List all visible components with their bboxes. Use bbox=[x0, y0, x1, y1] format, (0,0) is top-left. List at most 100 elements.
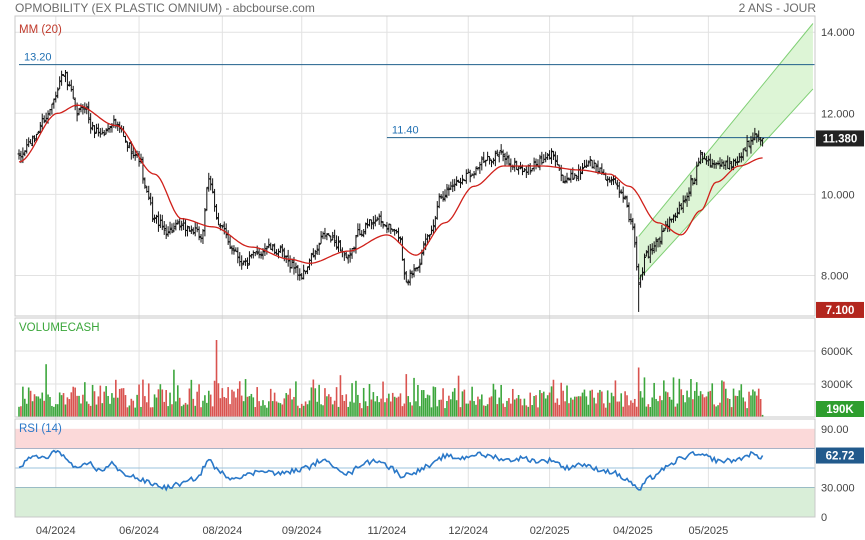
volume-bar bbox=[457, 375, 460, 417]
volume-bar bbox=[504, 406, 506, 417]
volume-bar bbox=[240, 395, 243, 417]
volume-bar bbox=[262, 400, 264, 417]
channel-upper-line bbox=[638, 23, 814, 237]
volume-bar bbox=[277, 402, 280, 417]
volume-bar bbox=[18, 406, 20, 417]
volume-bar bbox=[401, 406, 404, 417]
volume-bar bbox=[82, 394, 84, 417]
volume-bar bbox=[140, 406, 142, 417]
volume-bar bbox=[422, 390, 425, 417]
chart-labels: 13.20 11.40 14.000 12.000 10.000 8.000 6000K 30… bbox=[19, 24, 864, 537]
volume-bar bbox=[510, 403, 512, 417]
volume-bar bbox=[175, 401, 177, 417]
volume-bar bbox=[130, 398, 133, 417]
volume-bar bbox=[624, 391, 626, 417]
volume-bar bbox=[546, 395, 549, 417]
volume-bar bbox=[498, 397, 501, 417]
volume-bar bbox=[420, 390, 423, 417]
volume-bar bbox=[757, 388, 760, 417]
volume-bar bbox=[200, 407, 202, 417]
volume-bar bbox=[304, 401, 307, 417]
volume-bar bbox=[165, 390, 167, 417]
volume-bar bbox=[486, 404, 489, 417]
volume-bar bbox=[285, 393, 288, 417]
volume-bar bbox=[442, 388, 444, 417]
volume-bar bbox=[147, 383, 150, 417]
volume-bar bbox=[612, 396, 615, 417]
volume-bar bbox=[664, 391, 667, 417]
volume-bar bbox=[190, 379, 193, 417]
volume-bar bbox=[587, 404, 590, 417]
volume-bar bbox=[271, 401, 274, 417]
volume-bar bbox=[591, 389, 593, 417]
volume-bar bbox=[267, 401, 270, 417]
volume-bar bbox=[651, 397, 654, 417]
volume-bar bbox=[481, 394, 483, 417]
volume-bar bbox=[115, 379, 117, 417]
volume-bar bbox=[337, 406, 340, 417]
volume-bar bbox=[378, 402, 380, 417]
volume-bar bbox=[680, 389, 683, 417]
volume-bar bbox=[312, 379, 315, 417]
volume-bar bbox=[434, 387, 437, 417]
volume-bar bbox=[99, 385, 102, 417]
volume-bar bbox=[728, 398, 731, 417]
volume-bar bbox=[697, 395, 700, 417]
panel-frames bbox=[14, 15, 816, 518]
volume-bar bbox=[761, 414, 764, 417]
volume-bar bbox=[78, 395, 80, 417]
volume-bar bbox=[440, 399, 442, 417]
volume-badge-text: 190K bbox=[826, 404, 854, 416]
moving-average bbox=[18, 104, 763, 264]
x-tick: 12/2024 bbox=[448, 525, 488, 537]
volume-bar bbox=[655, 398, 657, 417]
volume-bar bbox=[755, 395, 758, 417]
volume-bar bbox=[717, 405, 719, 417]
volume-bar bbox=[376, 396, 379, 417]
rsi-overbought-zone bbox=[15, 428, 815, 449]
volume-bar bbox=[339, 375, 342, 417]
volume-bar bbox=[405, 374, 408, 417]
volume-bar bbox=[754, 391, 756, 417]
volume-bar bbox=[570, 397, 572, 417]
volume-bar bbox=[182, 404, 185, 417]
volume-bar bbox=[238, 381, 241, 417]
volume-bar bbox=[25, 403, 28, 417]
x-tick: 09/2024 bbox=[282, 525, 322, 537]
volume-bar bbox=[630, 400, 632, 417]
volume-bar bbox=[209, 394, 212, 417]
volume-bar bbox=[399, 393, 402, 417]
volume-bar bbox=[116, 397, 119, 417]
volume-bar bbox=[690, 378, 692, 417]
volume-badge: 190K bbox=[816, 401, 864, 417]
chart-title: OPMOBILITY (EX PLASTIC OMNIUM) - abcbour… bbox=[15, 1, 315, 15]
volume-bar bbox=[144, 396, 146, 417]
volume-bar bbox=[450, 399, 452, 417]
volume-bar bbox=[647, 404, 650, 417]
x-tick: 06/2024 bbox=[119, 525, 159, 537]
volume-bar bbox=[101, 403, 104, 417]
panel-frame bbox=[14, 317, 816, 418]
volume-bar bbox=[328, 394, 330, 417]
volume-bar bbox=[163, 401, 166, 417]
volume-bar bbox=[196, 391, 198, 417]
volume-bar bbox=[291, 399, 293, 417]
volume-bar bbox=[684, 402, 686, 417]
volume-bar bbox=[368, 383, 371, 417]
price-y-tick: 14.000 bbox=[821, 27, 855, 39]
volume-bar bbox=[628, 405, 630, 417]
volume-bar bbox=[151, 407, 154, 417]
volume-bar bbox=[229, 404, 231, 417]
volume-bar bbox=[692, 399, 694, 417]
volume-bar bbox=[153, 394, 156, 417]
volume-bar bbox=[176, 385, 179, 417]
low-price-badge-bg bbox=[816, 301, 864, 318]
volume-bar bbox=[560, 382, 563, 417]
volume-bar bbox=[604, 407, 607, 417]
volume-bar bbox=[256, 387, 258, 417]
volume-bar bbox=[169, 392, 171, 417]
volume-bar bbox=[80, 403, 82, 417]
volume-bar bbox=[477, 396, 479, 417]
volume-bar bbox=[620, 393, 623, 417]
volume-bar bbox=[413, 377, 415, 417]
